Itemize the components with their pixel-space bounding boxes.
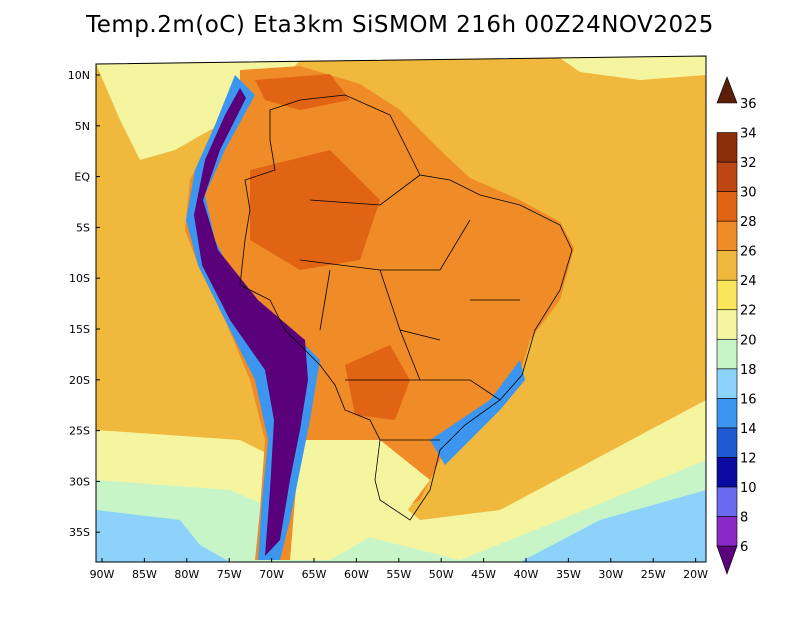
lat-label-10n: 10N	[68, 69, 90, 82]
ocean-south-blue-band	[96, 490, 706, 562]
amazon-warm-area	[250, 150, 380, 270]
colorbar-label-16: 16	[740, 392, 757, 407]
lon-label-45w: 45W	[471, 568, 496, 581]
state-borders	[299, 174, 520, 441]
pantanal-warm-area	[345, 345, 410, 420]
colorbar-label-6: 6	[740, 540, 748, 555]
lat-label-25s: 25S	[69, 425, 90, 438]
colorbar-swatch	[716, 457, 738, 488]
lon-label-80w: 80W	[174, 568, 199, 581]
longitude-axis: 90W 85W 80W 75W 70W 65W 60W 55W 50W 45W 40W 35W 30W 2…	[90, 558, 708, 581]
colorbar-swatch	[716, 309, 738, 340]
colorbar-swatch	[716, 516, 738, 547]
colorbar-label-14: 14	[740, 422, 757, 437]
colorbar-label-34: 34	[740, 127, 757, 142]
lon-label-70w: 70W	[259, 568, 284, 581]
southern-cone-cooler-area	[290, 440, 430, 560]
colorbar-swatch	[716, 368, 738, 399]
lat-label-5s: 5S	[76, 221, 90, 234]
lat-label-30s: 30S	[69, 475, 90, 488]
colorbar-label-12: 12	[740, 451, 757, 466]
colorbar-label-22: 22	[740, 304, 757, 319]
lon-label-20w: 20W	[683, 568, 708, 581]
lon-label-85w: 85W	[132, 568, 157, 581]
colorbar-swatch	[716, 191, 738, 222]
colorbar-swatch	[716, 132, 738, 163]
colorbar-label-20: 20	[740, 333, 757, 348]
colorbar-label-10: 10	[740, 481, 757, 496]
lon-label-30w: 30W	[598, 568, 623, 581]
colorbar: 6 8 10 12 14 16 18 20 22 24 26 28 30 32 34 36	[716, 76, 757, 575]
colorbar-max-arrow	[716, 76, 738, 104]
colorbar-label-18: 18	[740, 363, 757, 378]
colorbar-label-26: 26	[740, 245, 757, 260]
ocean-south-green-band	[96, 460, 706, 562]
lat-label-20s: 20S	[69, 374, 90, 387]
lon-label-25w: 25W	[641, 568, 666, 581]
colorbar-label-30: 30	[740, 186, 757, 201]
lon-label-50w: 50W	[429, 568, 454, 581]
colorbar-swatch	[716, 161, 738, 192]
colorbar-label-28: 28	[740, 215, 757, 230]
latitude-axis: 10N 5N EQ 5S 10S 15S 20S 25S 30S 35S	[68, 69, 100, 539]
colorbar-label-8: 8	[740, 510, 748, 525]
southeast-brazil-cool-area	[430, 360, 525, 465]
brazil-border	[239, 94, 573, 521]
lon-label-90w: 90W	[90, 568, 115, 581]
northern-warm-area	[255, 74, 350, 110]
colorbar-min-arrow	[716, 545, 738, 575]
lat-label-35s: 35S	[69, 526, 90, 539]
map-title: Temp.2m(oC) Eta3km SiSMOM 216h 00Z24NOV2…	[86, 12, 714, 38]
lon-label-60w: 60W	[344, 568, 369, 581]
lat-label-15s: 15S	[69, 323, 90, 336]
lon-label-55w: 55W	[386, 568, 411, 581]
lat-label-5n: 5N	[75, 120, 90, 133]
ocean-atlantic-north-band	[560, 56, 706, 80]
colorbar-swatch	[716, 398, 738, 429]
colorbar-swatch	[716, 486, 738, 517]
colorbar-swatch	[716, 427, 738, 458]
political-borders	[239, 94, 573, 521]
colorbar-label-36: 36	[740, 97, 757, 112]
lat-label-eq: EQ	[74, 171, 90, 184]
colorbar-swatch	[716, 279, 738, 311]
map-frame	[95, 55, 707, 563]
lon-label-65w: 65W	[302, 568, 327, 581]
lon-label-35w: 35W	[556, 568, 581, 581]
colorbar-swatch	[716, 220, 738, 251]
lon-label-75w: 75W	[217, 568, 242, 581]
colorbar-label-32: 32	[740, 156, 757, 171]
temperature-field	[96, 56, 706, 562]
colorbar-swatch	[716, 250, 738, 281]
colorbar-swatch	[716, 338, 738, 370]
colorbar-label-24: 24	[740, 274, 757, 289]
lat-label-10s: 10S	[69, 272, 90, 285]
lon-label-40w: 40W	[514, 568, 539, 581]
andes-high-cold-band	[194, 88, 308, 556]
